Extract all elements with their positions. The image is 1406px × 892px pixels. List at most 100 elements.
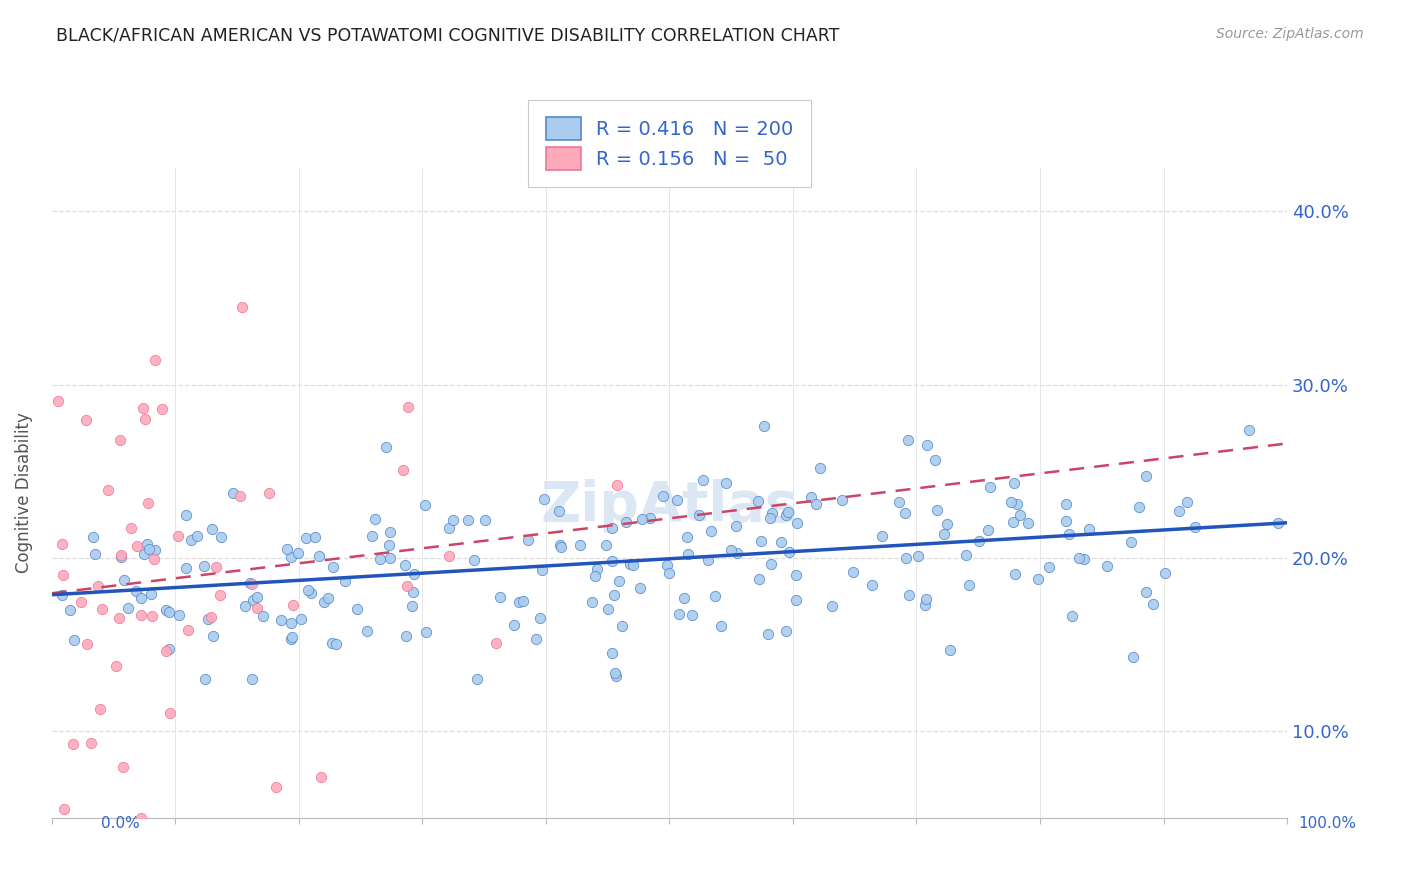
Point	[108, 611, 131, 625]
Point	[193, 558, 215, 573]
Point	[1005, 497, 1028, 511]
Text: BLACK/AFRICAN AMERICAN VS POTAWATOMI COGNITIVE DISABILITY CORRELATION CHART: BLACK/AFRICAN AMERICAN VS POTAWATOMI COG…	[56, 27, 839, 45]
Point	[70, 595, 93, 609]
Point	[1017, 516, 1039, 531]
Point	[63, 632, 86, 647]
Point	[222, 486, 245, 500]
Point	[586, 561, 609, 575]
Point	[280, 616, 302, 631]
Point	[1142, 597, 1164, 611]
Point	[1004, 567, 1026, 582]
Point	[97, 483, 120, 497]
Point	[1010, 508, 1032, 523]
Point	[508, 595, 530, 609]
Point	[1002, 476, 1025, 491]
Legend: R = 0.416   N = 200, R = 0.156   N =  50: R = 0.416 N = 200, R = 0.156 N = 50	[529, 100, 811, 187]
Point	[1054, 497, 1077, 511]
Point	[235, 599, 257, 613]
Point	[356, 624, 378, 639]
Point	[105, 659, 128, 673]
Point	[441, 513, 464, 527]
Point	[1057, 527, 1080, 541]
Point	[804, 497, 827, 511]
Point	[808, 461, 831, 475]
Point	[894, 551, 917, 566]
Point	[174, 508, 197, 523]
Point	[761, 558, 783, 572]
Point	[457, 513, 479, 527]
Point	[485, 636, 508, 650]
Point	[62, 737, 84, 751]
Point	[136, 536, 159, 550]
Point	[666, 492, 689, 507]
Point	[631, 512, 654, 526]
Point	[465, 673, 488, 687]
Point	[134, 411, 156, 425]
Point	[1135, 469, 1157, 483]
Point	[870, 529, 893, 543]
Point	[724, 519, 747, 533]
Point	[201, 522, 224, 536]
Point	[1168, 504, 1191, 518]
Point	[231, 300, 253, 314]
Point	[967, 533, 990, 548]
Point	[82, 530, 104, 544]
Point	[603, 666, 626, 681]
Point	[1237, 423, 1260, 437]
Point	[628, 581, 651, 595]
Point	[51, 588, 73, 602]
Point	[1128, 500, 1150, 514]
Point	[143, 542, 166, 557]
Point	[87, 579, 110, 593]
Point	[46, 394, 69, 409]
Point	[1095, 559, 1118, 574]
Point	[295, 531, 318, 545]
Point	[197, 612, 219, 626]
Point	[239, 576, 262, 591]
Point	[697, 553, 720, 567]
Point	[52, 568, 75, 582]
Point	[692, 473, 714, 487]
Point	[675, 530, 697, 544]
Point	[132, 547, 155, 561]
Point	[606, 478, 628, 492]
Point	[935, 517, 957, 532]
Point	[957, 578, 980, 592]
Point	[322, 560, 344, 574]
Point	[287, 545, 309, 559]
Point	[143, 552, 166, 566]
Point	[488, 590, 510, 604]
Point	[368, 552, 391, 566]
Point	[517, 533, 540, 547]
Point	[550, 540, 572, 554]
Point	[157, 605, 180, 619]
Point	[533, 492, 555, 507]
Point	[401, 585, 423, 599]
Point	[761, 507, 783, 521]
Point	[1060, 609, 1083, 624]
Point	[748, 572, 770, 586]
Point	[749, 534, 772, 549]
Point	[75, 413, 97, 427]
Point	[129, 811, 152, 825]
Point	[159, 706, 181, 720]
Point	[602, 554, 624, 568]
Point	[907, 549, 929, 564]
Point	[583, 569, 606, 583]
Point	[177, 624, 200, 638]
Point	[595, 538, 617, 552]
Point	[602, 521, 624, 535]
Point	[1177, 495, 1199, 509]
Point	[619, 557, 641, 571]
Point	[842, 565, 865, 579]
Point	[229, 489, 252, 503]
Point	[304, 530, 326, 544]
Point	[280, 550, 302, 565]
Point	[1153, 566, 1175, 580]
Point	[200, 610, 222, 624]
Point	[281, 598, 304, 612]
Point	[155, 603, 177, 617]
Point	[955, 548, 977, 562]
Point	[194, 673, 217, 687]
Point	[1184, 520, 1206, 534]
